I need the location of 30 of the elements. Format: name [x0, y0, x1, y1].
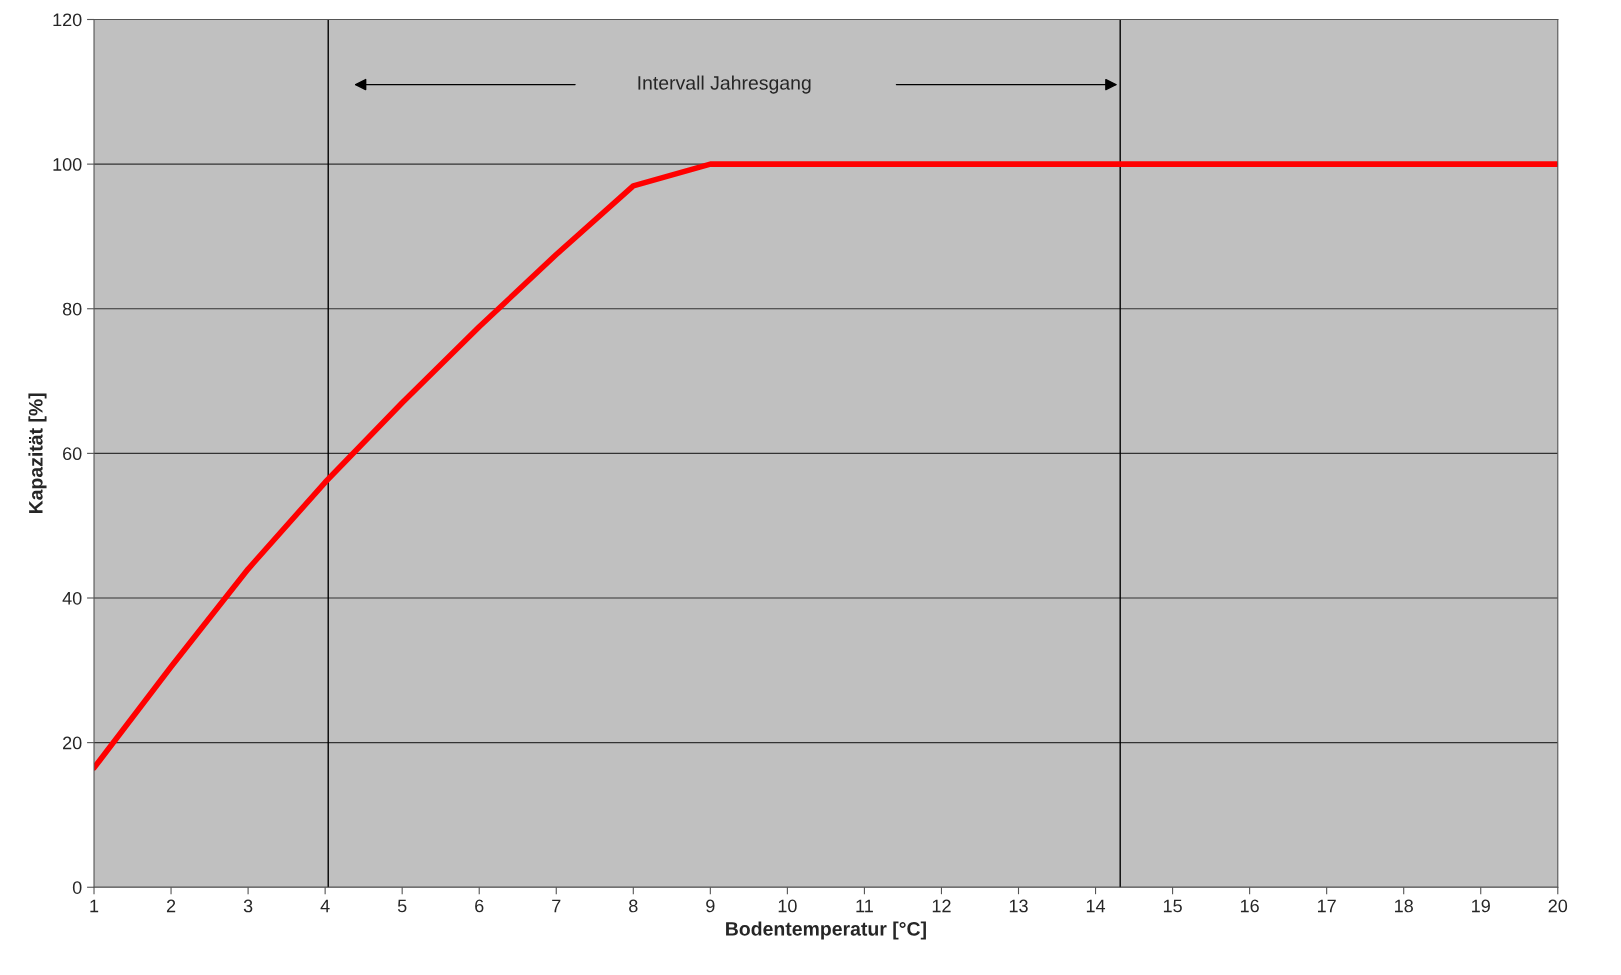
- x-tick-label: 14: [1086, 899, 1106, 913]
- x-axis-title: Bodentemperatur [°C]: [726, 921, 926, 940]
- y-tick-label: 40: [62, 591, 82, 605]
- x-tick-label: 8: [629, 899, 638, 913]
- y-axis-title: Kapazität [%]: [28, 393, 47, 514]
- y-tick-label: 100: [53, 158, 82, 171]
- annotation: Intervall Jahresgang: [638, 75, 811, 94]
- x-tick-label: 11: [856, 899, 873, 913]
- x-tick-label: 18: [1395, 899, 1413, 913]
- x-tick-label: 5: [397, 899, 407, 913]
- x-tick-label: 15: [1163, 899, 1182, 913]
- x-tick-label: 1: [90, 899, 99, 913]
- x-tick-label: 3: [243, 899, 253, 913]
- y-tick-label: 60: [63, 447, 82, 461]
- x-tick-label: 4: [320, 899, 330, 913]
- x-tick-label: 16: [1240, 899, 1259, 913]
- x-tick-label: 20: [1548, 899, 1568, 913]
- y-tick-label: 120: [53, 13, 82, 27]
- x-tick-label: 13: [1009, 899, 1028, 913]
- x-tick-label: 12: [932, 899, 951, 913]
- x-tick-label: 6: [475, 899, 484, 913]
- x-tick-label: 2: [166, 899, 176, 913]
- x-tick-label: 17: [1318, 899, 1336, 913]
- x-tick-label: 9: [706, 899, 715, 913]
- y-tick-label: 20: [63, 736, 82, 750]
- x-tick-label: 7: [552, 899, 561, 913]
- x-tick-label: 19: [1472, 899, 1490, 913]
- x-tick-label: 10: [778, 899, 797, 913]
- y-tick-label: 0: [72, 881, 82, 894]
- y-tick-label: 80: [62, 302, 82, 316]
